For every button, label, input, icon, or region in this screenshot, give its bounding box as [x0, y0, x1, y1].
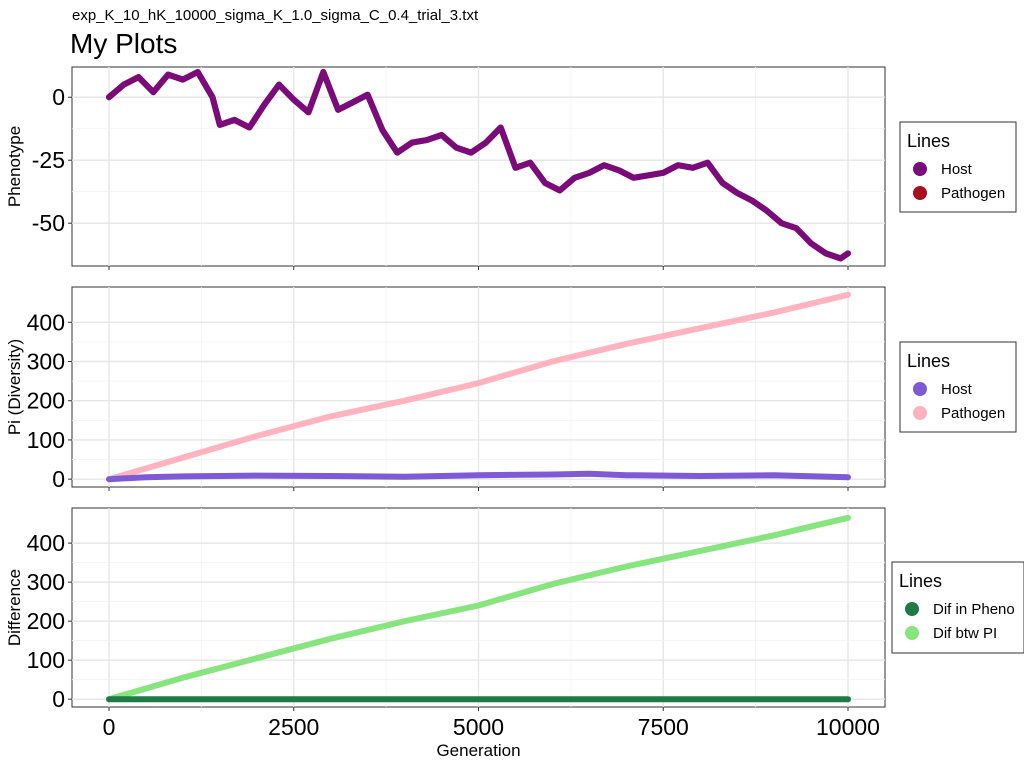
- legend-key: [913, 382, 927, 396]
- y-axis-label: Phenotype: [5, 126, 24, 207]
- legend: Lines Dif in Pheno Dif btw PI: [891, 561, 1024, 654]
- y-tick-label: 100: [27, 427, 65, 453]
- y-tick-label: 200: [27, 388, 65, 414]
- panel-3: 0 100 200 300 400 0 2500 5000 7500 10000 Differenc…: [5, 507, 1024, 760]
- legend: Lines Host Pathogen: [899, 121, 1017, 213]
- legend-label: Pathogen: [941, 185, 1005, 202]
- x-tick-label: 7500: [638, 714, 689, 740]
- y-axis-label: Pi (Diversity): [5, 339, 24, 435]
- x-axis-label: Generation: [436, 741, 520, 760]
- series-line-pathogen: [106, 291, 851, 483]
- y-axis-label: Difference: [5, 569, 24, 646]
- y-tick-label: 400: [27, 530, 65, 556]
- x-tick-label: 2500: [268, 714, 319, 740]
- legend-key: [913, 406, 927, 420]
- legend-label: Dif btw PI: [933, 625, 997, 642]
- y-tick-label: 0: [52, 686, 65, 712]
- legend-key: [905, 626, 919, 640]
- series-line-host: [106, 69, 851, 262]
- x-tick-label: 10000: [816, 714, 880, 740]
- legend-label: Dif in Pheno: [933, 601, 1015, 618]
- legend-key: [913, 162, 927, 176]
- x-tick-label: 5000: [453, 714, 504, 740]
- legend-label: Host: [941, 381, 973, 398]
- legend-title: Lines: [907, 351, 950, 371]
- legend-title: Lines: [907, 131, 950, 151]
- y-tick-label: 300: [27, 569, 65, 595]
- series-line-host: [106, 470, 851, 483]
- y-tick-label: 0: [52, 466, 65, 492]
- y-tick-label: 0: [52, 84, 65, 110]
- y-tick-label: 300: [27, 349, 65, 375]
- legend: Lines Host Pathogen: [899, 341, 1017, 433]
- legend-key: [905, 602, 919, 616]
- chart-title: My Plots: [70, 28, 177, 59]
- x-tick-label: 0: [103, 714, 116, 740]
- legend-title: Lines: [899, 571, 942, 591]
- legend-key: [913, 186, 927, 200]
- legend-label: Pathogen: [941, 405, 1005, 422]
- y-tick-label: 200: [27, 608, 65, 634]
- panel-1: 0 -25 -50 Phenotype Lines Host Pathogen: [5, 66, 1017, 270]
- y-tick-label: 400: [27, 309, 65, 335]
- y-tick-label: -25: [32, 147, 65, 173]
- series-line-dif-btw-pi: [106, 514, 851, 703]
- y-tick-label: -50: [32, 210, 65, 236]
- y-tick-label: 100: [27, 647, 65, 673]
- chart-subtitle: exp_K_10_hK_10000_sigma_K_1.0_sigma_C_0.…: [72, 7, 479, 24]
- legend-label: Host: [941, 161, 973, 178]
